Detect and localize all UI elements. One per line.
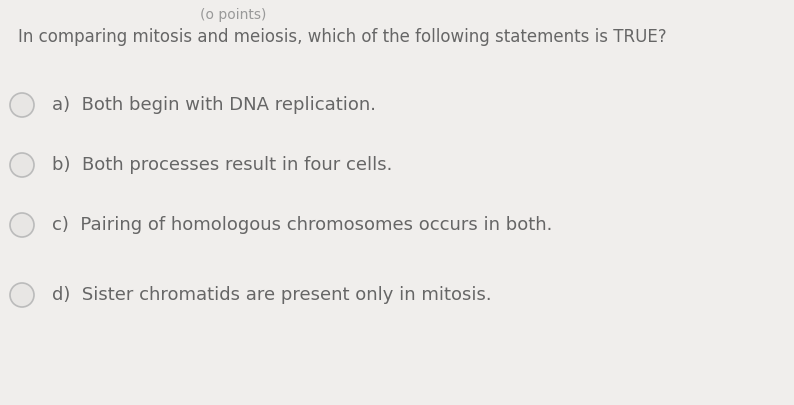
Circle shape bbox=[10, 93, 34, 117]
Text: d)  Sister chromatids are present only in mitosis.: d) Sister chromatids are present only in… bbox=[52, 286, 491, 304]
Text: b)  Both processes result in four cells.: b) Both processes result in four cells. bbox=[52, 156, 392, 174]
Text: In comparing mitosis and meiosis, which of the following statements is TRUE?: In comparing mitosis and meiosis, which … bbox=[18, 28, 667, 46]
Circle shape bbox=[10, 153, 34, 177]
Text: (o points): (o points) bbox=[200, 8, 266, 22]
Circle shape bbox=[10, 213, 34, 237]
Circle shape bbox=[10, 283, 34, 307]
Text: c)  Pairing of homologous chromosomes occurs in both.: c) Pairing of homologous chromosomes occ… bbox=[52, 216, 553, 234]
Text: a)  Both begin with DNA replication.: a) Both begin with DNA replication. bbox=[52, 96, 376, 114]
